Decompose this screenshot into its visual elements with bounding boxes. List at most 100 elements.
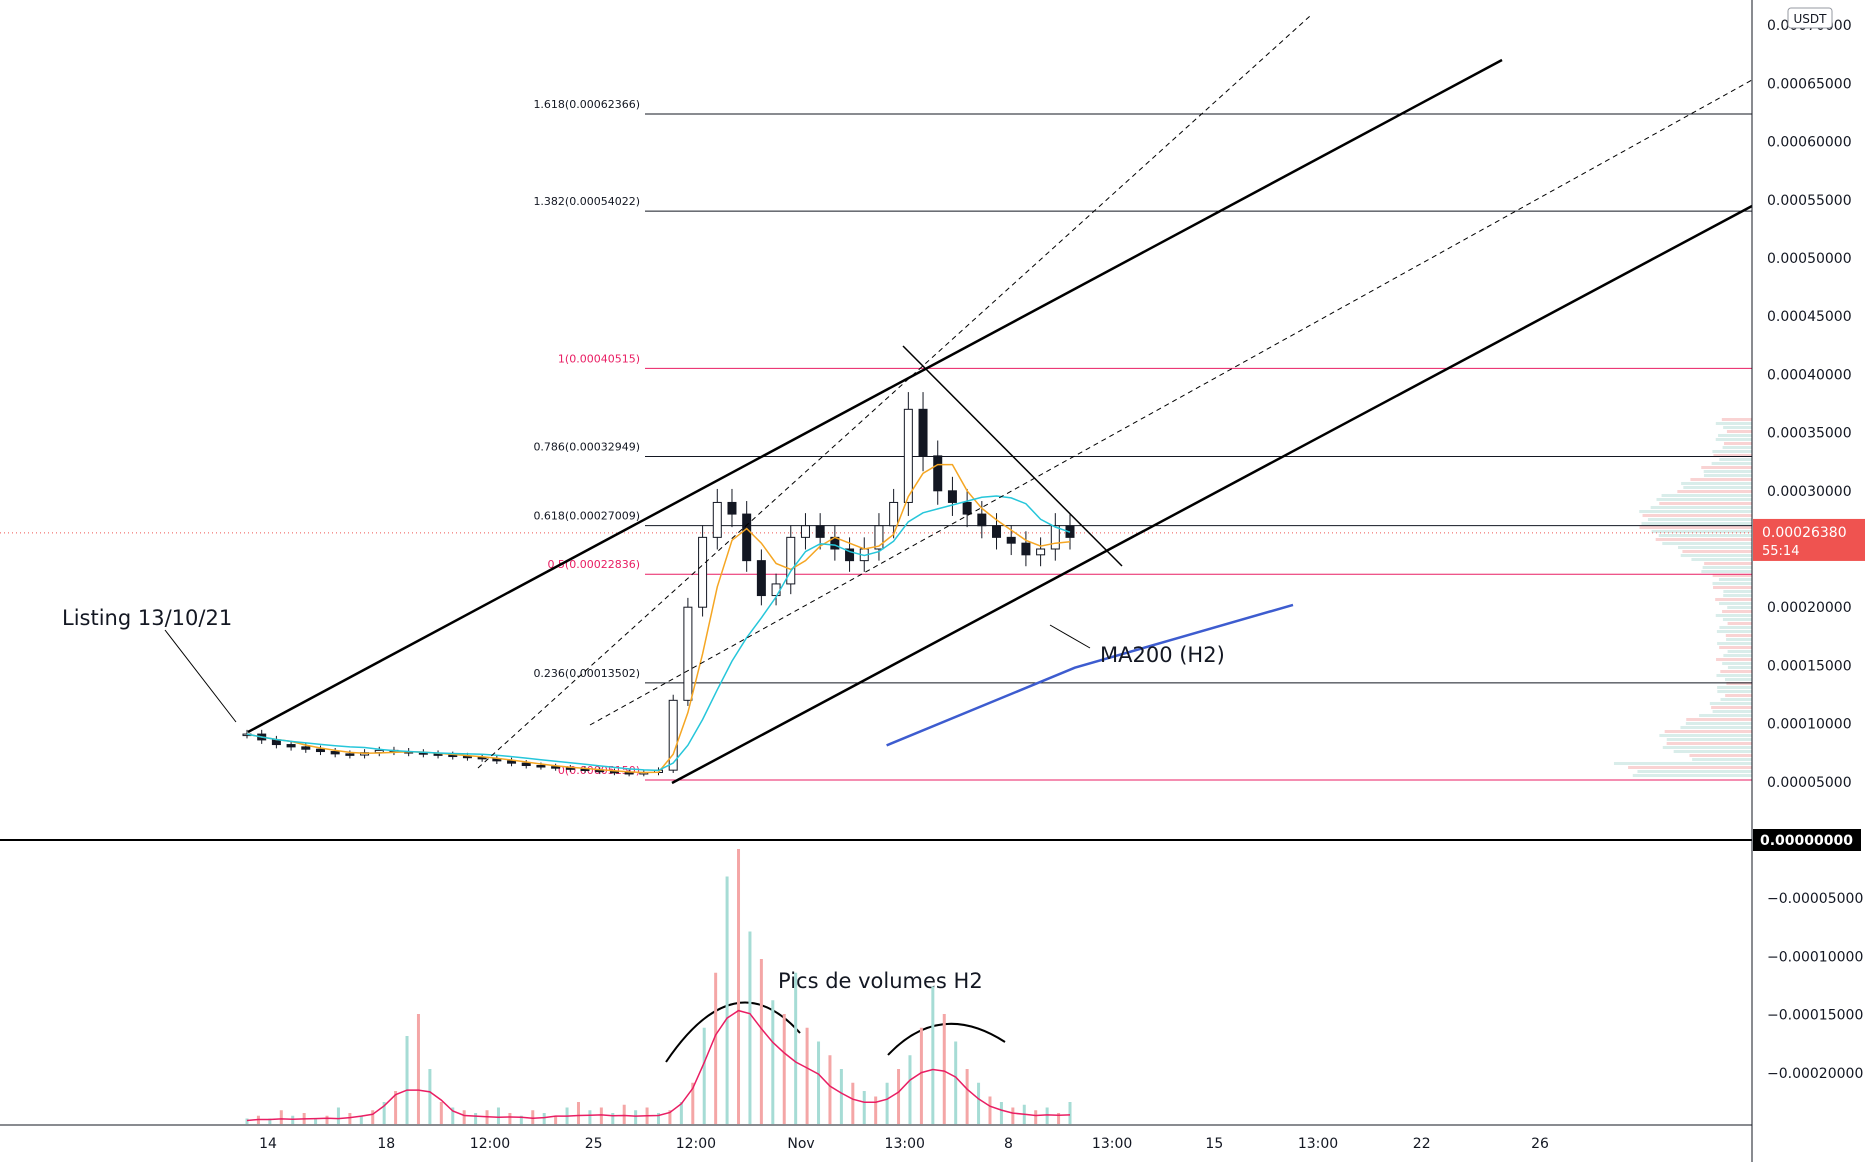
volume-profile-bar — [1715, 598, 1752, 601]
zero-price-badge — [1753, 829, 1861, 851]
time-tick-label: 12:00 — [470, 1136, 510, 1152]
candle-body — [330, 751, 340, 755]
price-tick-label: 0.00005000 — [1767, 775, 1852, 791]
ma200-pointer-line — [1049, 624, 1091, 649]
candle-body — [712, 501, 722, 538]
volume-profile-bar — [1685, 722, 1752, 725]
volume-bar — [725, 876, 729, 1124]
fib-level-label: 0.236(0.00013502) — [533, 667, 640, 680]
volume-bar — [382, 1102, 386, 1124]
price-tick-label: 0.00040000 — [1767, 367, 1852, 383]
volume-profile-bar — [1718, 578, 1752, 581]
volume-bar — [336, 1107, 340, 1124]
candle-body — [521, 762, 531, 767]
volume-bar — [828, 1055, 832, 1124]
volume-profile-bar — [1712, 450, 1752, 453]
candle-body — [1036, 548, 1046, 556]
volume-profile-bar — [1632, 774, 1752, 777]
currency-badge — [1787, 7, 1833, 29]
ma200-line — [886, 603, 1294, 747]
candle-body — [683, 606, 693, 701]
volume-profile-bar — [1727, 650, 1752, 653]
volume-bar — [554, 1115, 558, 1124]
time-tick-label: 25 — [585, 1136, 603, 1152]
volume-profile-bar — [1722, 618, 1752, 621]
volume-profile-bar — [1689, 754, 1752, 757]
volume-profile-bar — [1673, 750, 1752, 753]
volume-profile-bar — [1650, 506, 1752, 509]
fib-level-label: 0.5(0.00022836) — [547, 558, 640, 571]
volume-profile-bar — [1713, 586, 1752, 589]
volume-profile-bar — [1690, 478, 1752, 481]
volume-profile-bar — [1711, 706, 1752, 709]
candle-body — [756, 560, 766, 597]
volume-bar — [954, 1041, 958, 1124]
current-price-badge — [1753, 518, 1865, 561]
currency-label: USDT — [1794, 12, 1828, 26]
volume-profile-bar — [1715, 614, 1752, 617]
volume-profile-bar — [1712, 574, 1752, 577]
annotation-listing: Listing 13/10/21 — [62, 606, 232, 630]
volume-bar — [737, 849, 741, 1124]
volume-bar — [977, 1082, 981, 1124]
volume-bar — [1057, 1113, 1061, 1124]
volume-profile-bar — [1681, 482, 1752, 485]
volume-profile-bar — [1719, 458, 1752, 461]
volume-profile-bar — [1717, 690, 1752, 693]
volume-bar — [1011, 1107, 1015, 1124]
volume-profile-bar — [1719, 626, 1752, 629]
volume-profile-bar — [1678, 546, 1752, 549]
volume-profile-bar — [1666, 738, 1752, 741]
volume-profile-bar — [1712, 582, 1752, 585]
price-tick-label: 0.00060000 — [1767, 135, 1852, 151]
volume-profile-bar — [1658, 534, 1752, 537]
volume-profile-bar — [1723, 426, 1752, 429]
candle-body — [889, 501, 899, 527]
volume-profile-bar — [1639, 526, 1752, 529]
candle-body — [742, 513, 752, 562]
volume-bar — [405, 1036, 409, 1124]
candle-body — [698, 536, 708, 608]
candle-body — [345, 753, 355, 756]
candle-body — [507, 760, 517, 764]
volume-profile-bar — [1686, 718, 1752, 721]
volume-bar — [496, 1107, 500, 1124]
volume-bar — [462, 1110, 466, 1124]
time-tick-label: 13:00 — [885, 1136, 925, 1152]
volume-bar — [851, 1082, 855, 1124]
price-tick-label: 0.00055000 — [1767, 193, 1852, 209]
volume-bar — [771, 1000, 775, 1124]
volume-profile-bar — [1723, 590, 1752, 593]
volume-bar — [542, 1113, 546, 1124]
volume-peak-arc-2 — [887, 1022, 1006, 1056]
volume-bar — [348, 1113, 352, 1124]
volume-bar — [611, 1113, 615, 1124]
fib-level-label: 1.382(0.00054022) — [533, 195, 640, 208]
volume-bar — [268, 1118, 272, 1124]
volume-profile-bar — [1725, 634, 1752, 637]
volume-bar — [245, 1118, 249, 1124]
volume-profile-bar — [1702, 566, 1752, 569]
volume-profile-bar — [1726, 638, 1752, 641]
volume-bar — [371, 1110, 375, 1124]
candle-body — [551, 766, 561, 769]
price-pane: 1.618(0.00062366) 1.382(0.00054022) 1(0.00… — [0, 15, 1753, 1063]
volume-profile-bar — [1662, 542, 1752, 545]
volume-profile-bar — [1712, 710, 1752, 713]
volume-bar — [999, 1102, 1003, 1124]
volume-profile-bar — [1703, 474, 1752, 477]
candle-body — [1050, 525, 1060, 550]
candle-body — [992, 525, 1002, 538]
volume-profile-bar — [1720, 670, 1752, 673]
volume-profile-bar — [1727, 606, 1752, 609]
candle-body — [1006, 536, 1016, 544]
volume-profile-bar — [1725, 694, 1752, 697]
volume-profile-bar — [1655, 538, 1752, 541]
volume-profile-bar — [1651, 530, 1752, 533]
candle-body — [727, 501, 737, 515]
volume-profile-bar — [1704, 562, 1752, 565]
volume-bar — [508, 1113, 512, 1124]
volume-profile-bar — [1724, 442, 1752, 445]
